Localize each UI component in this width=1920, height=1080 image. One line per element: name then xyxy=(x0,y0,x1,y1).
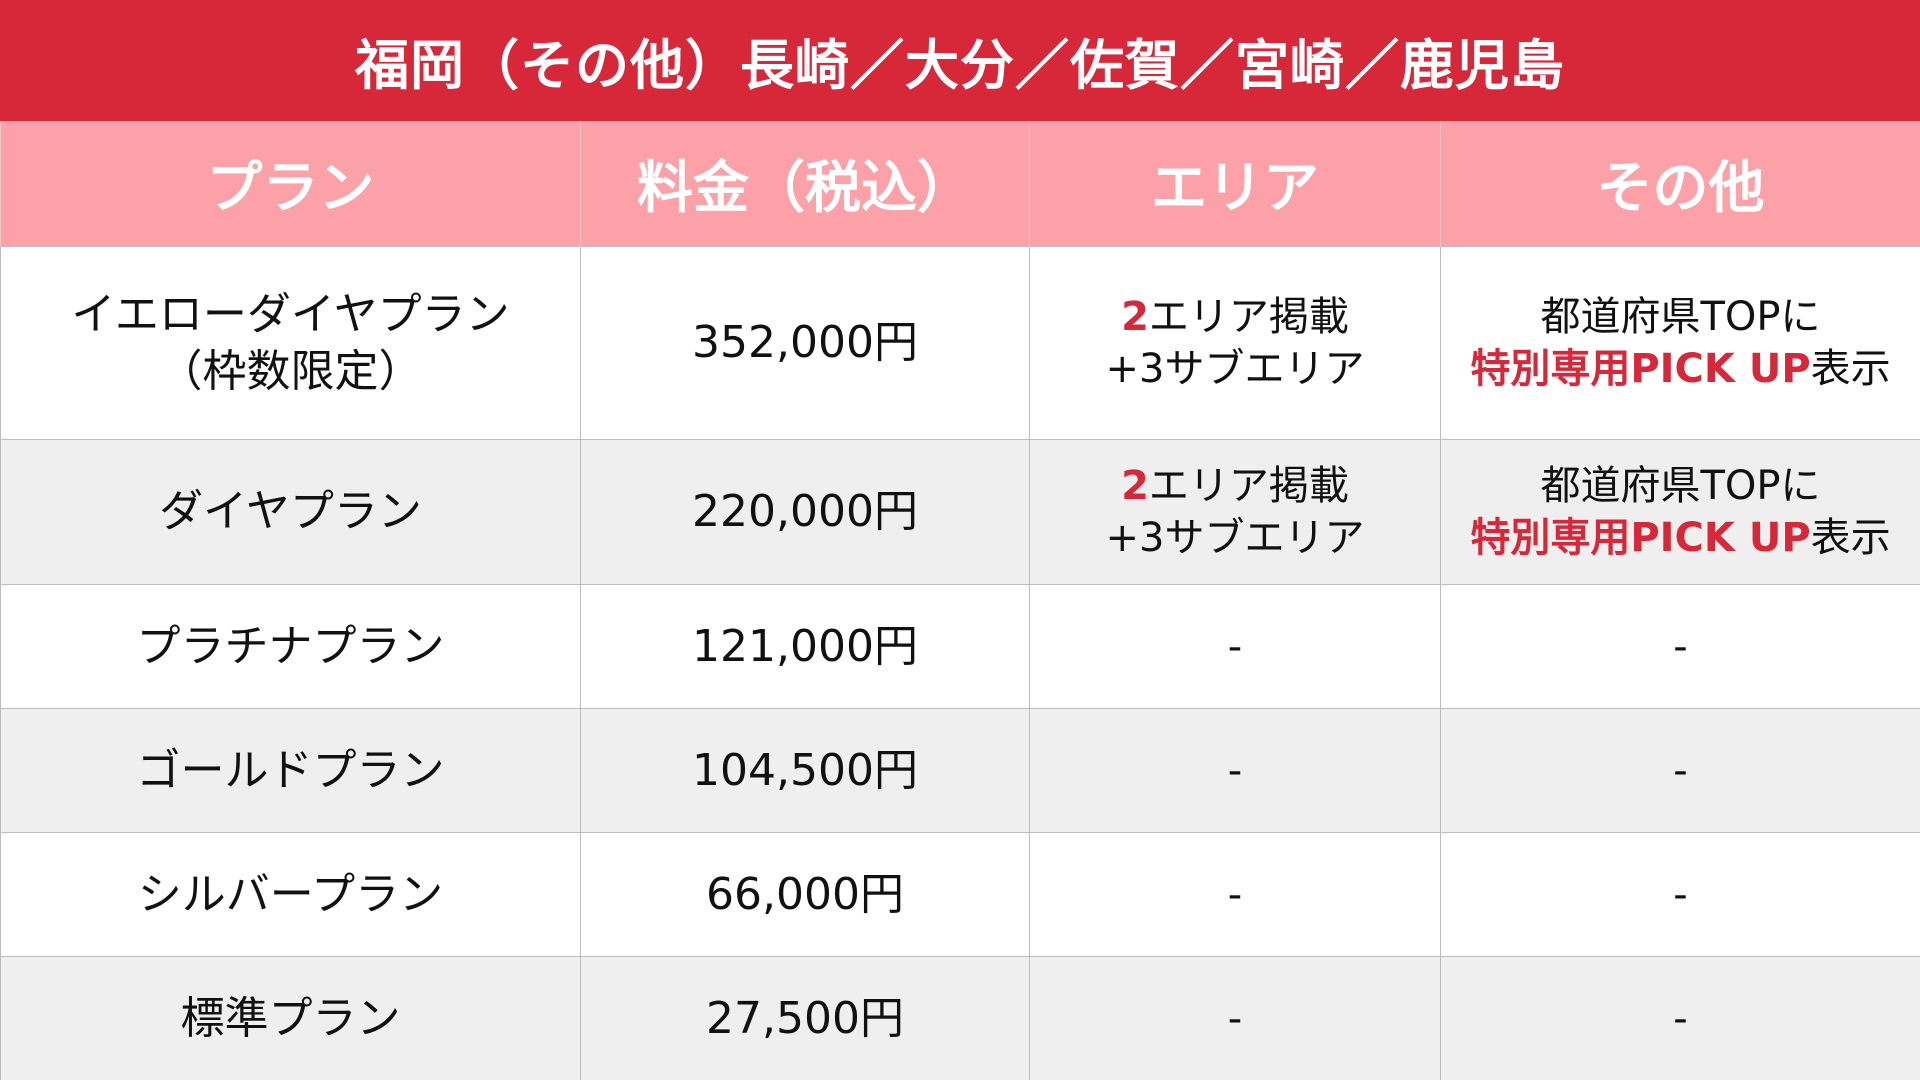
price-cell: 121,000円 xyxy=(580,584,1030,709)
table-row: ダイヤプラン 220,000円 2エリア掲載 +3サブエリア 都道府県TOPに 特別専用P… xyxy=(0,439,1920,585)
other-cell: - xyxy=(1440,832,1920,957)
area-line: +3サブエリア xyxy=(1030,343,1440,395)
text-segment: 特別専用PICK UP xyxy=(1470,346,1811,392)
text-segment: 2 xyxy=(1121,463,1149,509)
price-cell: 104,500円 xyxy=(580,708,1030,833)
price-cell: 27,500円 xyxy=(580,956,1030,1080)
text-segment: エリア掲載 xyxy=(1148,294,1349,340)
text-segment: 2 xyxy=(1121,294,1149,340)
price-cell: 220,000円 xyxy=(580,439,1030,585)
table-row: イエローダイヤプラン （枠数限定） 352,000円 2エリア掲載 +3サブエリア 都道府… xyxy=(0,246,1920,440)
area-line: 2エリア掲載 xyxy=(1030,460,1440,512)
area-line: - xyxy=(1030,993,1440,1045)
plan-cell: 標準プラン xyxy=(0,956,581,1080)
table-title: 福岡（その他）長崎／大分／佐賀／宮崎／鹿児島 xyxy=(0,0,1920,121)
table-row: ゴールドプラン 104,500円 - - xyxy=(0,708,1920,833)
other-line: - xyxy=(1441,869,1920,921)
table-row: シルバープラン 66,000円 - - xyxy=(0,832,1920,957)
area-line: - xyxy=(1030,621,1440,673)
other-cell: - xyxy=(1440,584,1920,709)
text-segment: 特別専用PICK UP xyxy=(1470,515,1811,561)
text-segment: - xyxy=(1673,623,1688,670)
area-line: - xyxy=(1030,869,1440,921)
plan-name: ダイヤプラン xyxy=(159,486,422,538)
plan-name: シルバープラン xyxy=(137,868,444,920)
text-segment: - xyxy=(1227,747,1243,794)
header-cell: その他 xyxy=(1440,121,1920,247)
price-table: プラン 料金（税込） エリア その他 イエローダイヤプラン （枠数限定） 352,000円… xyxy=(0,121,1920,1080)
text-segment: エリア掲載 xyxy=(1148,463,1349,509)
area-line: +3サブエリア xyxy=(1030,512,1440,564)
plan-name: イエローダイヤプラン xyxy=(71,288,510,340)
other-cell: - xyxy=(1440,956,1920,1080)
text-segment: - xyxy=(1673,871,1688,918)
text-segment: - xyxy=(1227,871,1243,918)
area-cell: 2エリア掲載 +3サブエリア xyxy=(1029,439,1441,585)
other-line: 都道府県TOPに xyxy=(1441,291,1920,343)
text-segment: - xyxy=(1227,995,1243,1042)
other-cell: 都道府県TOPに 特別専用PICK UP表示 xyxy=(1440,246,1920,440)
plan-name: （枠数限定） xyxy=(158,346,423,397)
table-row: 標準プラン 27,500円 - - xyxy=(0,956,1920,1080)
price-cell: 66,000円 xyxy=(580,832,1030,957)
plan-cell: プラチナプラン xyxy=(0,584,581,709)
text-segment: 都道府県TOPに xyxy=(1540,463,1821,509)
text-segment: 表示 xyxy=(1810,515,1891,561)
other-cell: 都道府県TOPに 特別専用PICK UP表示 xyxy=(1440,439,1920,585)
plan-cell: イエローダイヤプラン （枠数限定） xyxy=(0,246,581,440)
text-segment: - xyxy=(1673,995,1688,1042)
price-cell: 352,000円 xyxy=(580,246,1030,440)
area-cell: - xyxy=(1029,708,1441,833)
plan-name: プラチナプラン xyxy=(136,620,445,672)
area-cell: - xyxy=(1029,584,1441,709)
other-line: - xyxy=(1441,621,1920,673)
header-row: プラン 料金（税込） エリア その他 xyxy=(0,121,1920,247)
plan-name: 標準プラン xyxy=(180,992,401,1044)
other-cell: - xyxy=(1440,708,1920,833)
other-line: - xyxy=(1441,745,1920,797)
other-line: 特別専用PICK UP表示 xyxy=(1441,512,1920,564)
plan-cell: シルバープラン xyxy=(0,832,581,957)
other-line: 特別専用PICK UP表示 xyxy=(1441,343,1920,395)
area-line: - xyxy=(1030,745,1440,797)
other-line: 都道府県TOPに xyxy=(1441,460,1920,512)
table-row: プラチナプラン 121,000円 - - xyxy=(0,584,1920,709)
other-line: - xyxy=(1441,993,1920,1045)
text-segment: 都道府県TOPに xyxy=(1540,294,1821,340)
text-segment: 表示 xyxy=(1810,346,1891,392)
header-cell: 料金（税込） xyxy=(580,121,1030,247)
text-segment: +3サブエリア xyxy=(1105,515,1365,561)
plan-cell: ゴールドプラン xyxy=(0,708,581,833)
plan-cell: ダイヤプラン xyxy=(0,439,581,585)
area-cell: 2エリア掲載 +3サブエリア xyxy=(1029,246,1441,440)
header-cell: プラン xyxy=(0,121,581,247)
area-cell: - xyxy=(1029,832,1441,957)
text-segment: - xyxy=(1673,747,1688,794)
text-segment: - xyxy=(1227,623,1243,670)
area-line: 2エリア掲載 xyxy=(1030,291,1440,343)
header-cell: エリア xyxy=(1029,121,1441,247)
text-segment: +3サブエリア xyxy=(1105,346,1365,392)
plan-name: ゴールドプラン xyxy=(136,744,445,796)
area-cell: - xyxy=(1029,956,1441,1080)
